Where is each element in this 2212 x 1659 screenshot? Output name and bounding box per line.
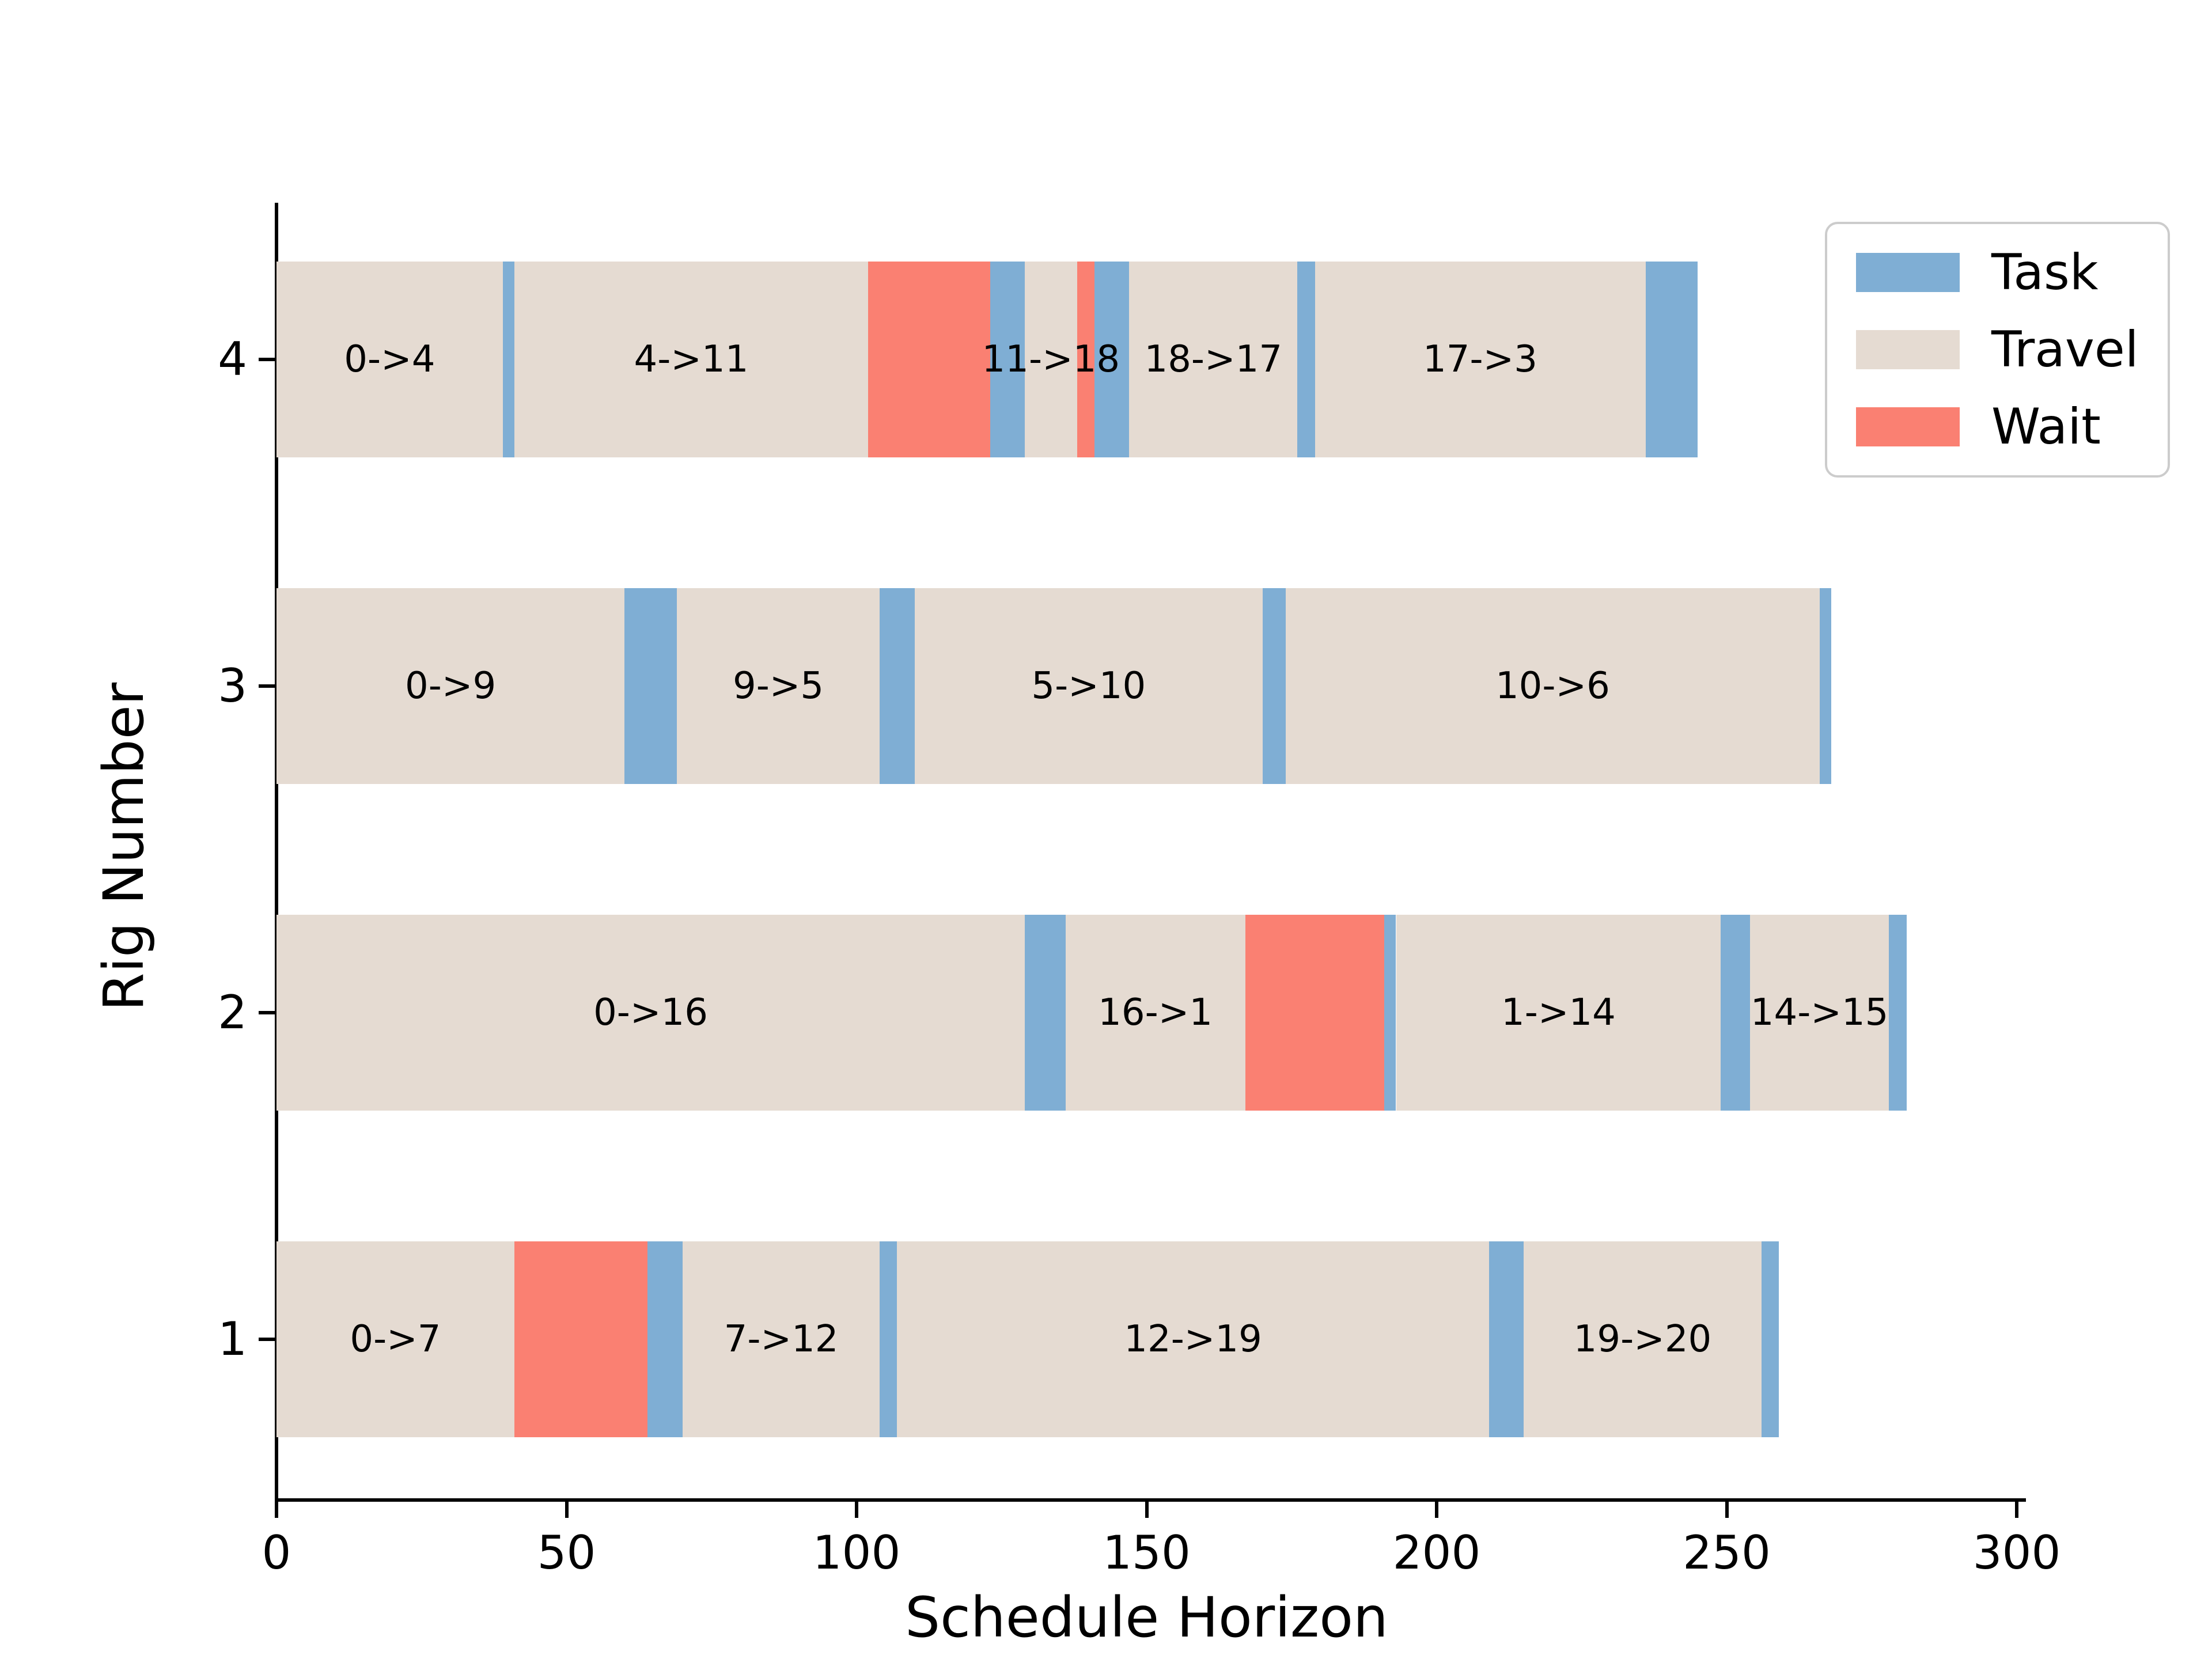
legend-label-wait: Wait — [1991, 398, 2101, 456]
segment-task — [1094, 262, 1130, 457]
segment-travel: 14->15 — [1749, 915, 1889, 1111]
segment-label: 16->1 — [1098, 991, 1213, 1034]
travel-color-swatch — [1856, 330, 1960, 369]
segment-travel: 1->14 — [1396, 915, 1721, 1111]
x-tick-label: 100 — [812, 1526, 901, 1580]
x-axis-title: Schedule Horizon — [905, 1585, 1388, 1650]
x-tick — [1145, 1502, 1149, 1518]
segment-travel: 16->1 — [1065, 915, 1245, 1111]
segment-label: 12->19 — [1124, 1318, 1262, 1361]
y-tick-label: 2 — [218, 986, 247, 1039]
task-color-swatch — [1856, 253, 1960, 292]
segment-travel: 0->16 — [276, 915, 1025, 1111]
segment-task — [880, 1241, 897, 1437]
wait-color-swatch — [1856, 407, 1960, 446]
segment-task — [1819, 588, 1831, 784]
segment-travel: 11->18 — [982, 262, 1120, 457]
segment-travel: 17->3 — [1315, 262, 1646, 457]
segment-wait — [514, 1241, 648, 1437]
segment-label: 11->18 — [982, 338, 1120, 381]
legend: Task Travel Wait — [1825, 222, 2170, 478]
segment-travel: 0->9 — [276, 588, 625, 784]
segment-label: 9->5 — [732, 665, 824, 707]
segment-travel: 10->6 — [1286, 588, 1820, 784]
segment-label: 19->20 — [1573, 1318, 1712, 1361]
segment-label: 0->4 — [344, 338, 435, 381]
legend-item-travel: Travel — [1856, 323, 2139, 376]
x-tick-label: 250 — [1683, 1526, 1771, 1580]
segment-label: 10->6 — [1495, 665, 1610, 707]
x-tick — [1435, 1502, 1438, 1518]
segment-label: 17->3 — [1423, 338, 1537, 381]
y-tick — [259, 1338, 275, 1341]
x-tick — [275, 1502, 278, 1518]
y-tick — [259, 684, 275, 688]
y-tick-label: 4 — [218, 332, 247, 386]
segment-travel: 9->5 — [676, 588, 880, 784]
y-tick — [259, 1011, 275, 1014]
x-tick-label: 150 — [1103, 1526, 1191, 1580]
y-tick-label: 1 — [218, 1312, 247, 1366]
segment-travel: 19->20 — [1524, 1241, 1762, 1437]
segment-task — [647, 1241, 683, 1437]
segment-wait — [1077, 262, 1094, 457]
x-tick — [855, 1502, 858, 1518]
segment-label: 4->11 — [634, 338, 749, 381]
segment-travel: 5->10 — [914, 588, 1263, 784]
x-tick — [2015, 1502, 2018, 1518]
segment-travel: 18->17 — [1129, 262, 1298, 457]
segment-travel: 7->12 — [682, 1241, 880, 1437]
segment-label: 0->7 — [350, 1318, 441, 1361]
y-tick-label: 3 — [218, 659, 247, 713]
segment-travel: 0->7 — [276, 1241, 514, 1437]
segment-label: 7->12 — [724, 1318, 839, 1361]
y-tick — [259, 358, 275, 361]
x-axis-spine — [275, 1498, 2026, 1502]
x-tick — [1725, 1502, 1729, 1518]
segment-label: 5->10 — [1031, 665, 1146, 707]
segment-task — [1721, 915, 1750, 1111]
x-tick-label: 0 — [262, 1526, 291, 1580]
legend-label-task: Task — [1991, 244, 2099, 301]
segment-task — [1761, 1241, 1779, 1437]
segment-task — [502, 262, 514, 457]
x-tick-label: 300 — [1972, 1526, 2061, 1580]
x-tick-label: 50 — [537, 1526, 596, 1580]
segment-task — [624, 588, 677, 784]
legend-item-wait: Wait — [1856, 400, 2139, 453]
segment-wait — [868, 262, 990, 457]
x-tick — [565, 1502, 569, 1518]
segment-task — [1262, 588, 1286, 784]
segment-wait — [1245, 915, 1385, 1111]
segment-travel: 12->19 — [897, 1241, 1489, 1437]
segment-label: 14->15 — [1750, 991, 1889, 1034]
segment-task — [1025, 915, 1066, 1111]
segment-travel: 4->11 — [514, 262, 869, 457]
segment-task — [1645, 262, 1698, 457]
segment-task — [880, 588, 915, 784]
y-axis-title: Rig Number — [92, 682, 156, 1012]
segment-task — [1488, 1241, 1524, 1437]
y-axis-spine — [275, 203, 278, 1502]
segment-task — [1889, 915, 1907, 1111]
legend-item-task: Task — [1856, 246, 2139, 299]
x-tick-label: 200 — [1392, 1526, 1481, 1580]
segment-label: 18->17 — [1144, 338, 1283, 381]
legend-label-travel: Travel — [1991, 321, 2139, 378]
segment-task — [990, 262, 1025, 457]
segment-task — [1384, 915, 1396, 1111]
segment-label: 0->9 — [405, 665, 497, 707]
segment-travel: 0->4 — [276, 262, 503, 457]
segment-task — [1297, 262, 1315, 457]
segment-label: 1->14 — [1501, 991, 1616, 1034]
segment-label: 0->16 — [593, 991, 708, 1034]
